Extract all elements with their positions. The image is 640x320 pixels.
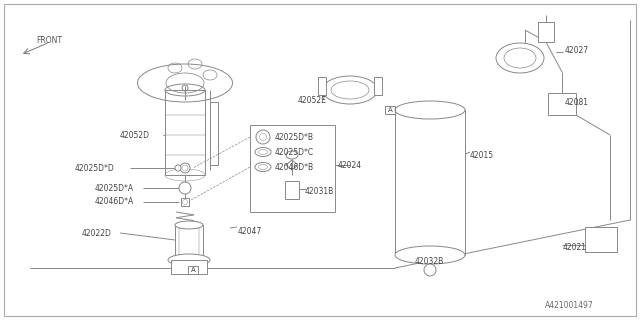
Bar (385, 106, 395, 114)
Text: 42021: 42021 (563, 244, 587, 252)
Circle shape (179, 182, 191, 194)
Bar (179, 228, 199, 257)
Text: 42015: 42015 (470, 150, 494, 159)
Bar (171, 260, 207, 274)
Bar (165, 90, 205, 175)
Bar (548, 93, 576, 115)
Text: 42052E: 42052E (298, 95, 327, 105)
Text: 42047: 42047 (238, 228, 262, 236)
Ellipse shape (175, 221, 203, 229)
Text: A421001497: A421001497 (545, 301, 594, 310)
Ellipse shape (255, 163, 271, 172)
Bar (285, 181, 299, 199)
Text: 42022D: 42022D (82, 228, 112, 237)
Text: A: A (388, 107, 392, 113)
Text: 42024: 42024 (338, 161, 362, 170)
Ellipse shape (255, 148, 271, 156)
Bar (318, 77, 326, 95)
Bar (175, 225, 203, 260)
Ellipse shape (168, 254, 210, 266)
Text: 42025D*D: 42025D*D (75, 164, 115, 172)
Text: 42052D: 42052D (120, 131, 150, 140)
Text: 42025D*C: 42025D*C (275, 148, 314, 156)
Circle shape (180, 163, 190, 173)
Bar (188, 266, 198, 274)
Text: 42046D*B: 42046D*B (275, 163, 314, 172)
Bar (181, 198, 189, 206)
Text: 42046D*A: 42046D*A (95, 197, 134, 206)
Ellipse shape (395, 101, 465, 119)
Bar (395, 110, 465, 255)
Text: FRONT: FRONT (36, 36, 62, 44)
Bar (374, 77, 382, 95)
Ellipse shape (395, 246, 465, 264)
Circle shape (175, 165, 181, 171)
Circle shape (424, 264, 436, 276)
Text: 42025D*B: 42025D*B (275, 132, 314, 141)
Ellipse shape (286, 151, 298, 159)
Text: 42027: 42027 (565, 45, 589, 54)
Text: 42031B: 42031B (305, 188, 334, 196)
Bar (585, 227, 617, 252)
Circle shape (256, 130, 270, 144)
Bar (538, 22, 554, 42)
Text: 42025D*A: 42025D*A (95, 183, 134, 193)
Text: A: A (191, 267, 195, 273)
Text: 42081: 42081 (565, 98, 589, 107)
Text: 42032B: 42032B (415, 258, 444, 267)
